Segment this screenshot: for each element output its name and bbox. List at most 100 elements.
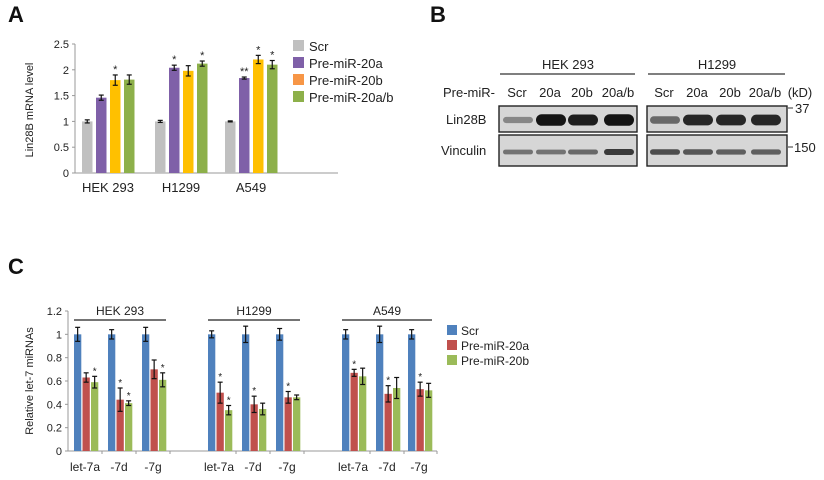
bar-scr <box>155 121 166 173</box>
bar-pre-mir-20b <box>91 382 99 451</box>
bar-pre-mir-20b <box>393 388 401 451</box>
legend-swatch <box>293 91 304 102</box>
legend-label: Pre-miR-20a <box>461 339 529 353</box>
bar-pre-mir-20a <box>150 369 158 451</box>
bar-pre-mir-20b <box>183 70 194 173</box>
group-label: H1299 <box>236 304 272 318</box>
y-tick-label: 1.2 <box>47 306 62 318</box>
bar-pre-mir-20a <box>116 399 124 451</box>
bar-pre-mir-20a <box>416 389 424 451</box>
x-tick-label: -7g <box>410 460 427 474</box>
lane-label: 20a/b <box>602 85 635 100</box>
panel-label-b: B <box>430 2 446 27</box>
y-tick-label: 1 <box>56 329 62 341</box>
cell-line-label: H1299 <box>698 57 736 72</box>
protein-band-lin28b <box>568 114 598 126</box>
bar-pre-mir-20b <box>293 397 301 451</box>
bar-pre-mir-20a <box>250 404 258 451</box>
protein-band-vinculin <box>604 149 634 155</box>
panel-label-a: A <box>8 2 24 27</box>
x-tick-label: A549 <box>236 180 266 195</box>
protein-band-vinculin <box>716 149 746 155</box>
x-tick-label: HEK 293 <box>82 180 134 195</box>
legend-label: Pre-miR-20a <box>309 56 383 71</box>
protein-band-vinculin <box>751 149 781 155</box>
bar-scr <box>342 334 350 451</box>
significance-star: * <box>93 366 97 377</box>
x-tick-label: let-7a <box>70 460 100 474</box>
bar-pre-mir-20b <box>225 410 233 451</box>
bar-scr <box>276 334 284 451</box>
protein-band-vinculin <box>683 149 713 155</box>
lane-label: 20a <box>686 85 708 100</box>
significance-star: * <box>218 372 222 383</box>
bar-pre-mir-20a <box>169 67 180 173</box>
x-tick-label: -7g <box>278 460 295 474</box>
bar-pre-mir-20b <box>110 80 121 173</box>
bar-pre-mir-20a <box>82 377 90 451</box>
lane-label: Scr <box>507 85 527 100</box>
bar-pre-mir-20a <box>239 78 250 173</box>
legend-label: Pre-miR-20b <box>309 73 383 88</box>
western-blot-b: HEK 293 Scr 20a 20b 20a/b H1299 Scr 20a 20b 20a/b… <box>441 57 816 167</box>
bar-scr <box>142 334 150 451</box>
y-tick-label: 0 <box>63 168 69 180</box>
significance-star: * <box>161 363 165 374</box>
protein-band-lin28b <box>716 114 746 126</box>
lane-label: 20b <box>719 85 741 100</box>
protein-band-lin28b <box>503 116 533 124</box>
marker-label: 37 <box>795 101 809 116</box>
bar-scr <box>242 334 250 451</box>
bar-pre-mir-20a/b <box>197 63 208 173</box>
significance-star: * <box>270 50 275 62</box>
significance-star: * <box>286 382 290 393</box>
y-tick-label: 1.5 <box>54 91 69 103</box>
y-tick-label: 2.5 <box>54 39 69 51</box>
protein-band-lin28b <box>604 114 634 126</box>
bar-pre-mir-20a <box>96 97 107 173</box>
y-tick-label: 2 <box>63 65 69 77</box>
unit-label: (kD) <box>788 85 813 100</box>
cell-line-label: HEK 293 <box>542 57 594 72</box>
bar-pre-mir-20a <box>384 393 392 451</box>
legend-swatch <box>447 325 457 335</box>
bar-pre-mir-20b <box>359 376 367 451</box>
y-tick-label: 0 <box>56 446 62 458</box>
protein-band-lin28b <box>650 116 680 124</box>
chart-c: 0 0.2 0.4 0.6 0.8 1 1.2 Relative let-7 miRNAs HE… <box>24 304 529 474</box>
lane-label: 20a <box>539 85 561 100</box>
legend-swatch <box>293 74 304 85</box>
y-tick-label: 0.5 <box>54 142 69 154</box>
legend-label: Pre-miR-20a/b <box>309 90 394 105</box>
bar-pre-mir-20a <box>350 372 358 451</box>
legend-label: Scr <box>309 39 329 54</box>
legend-swatch <box>447 340 457 350</box>
protein-band-vinculin <box>503 149 533 155</box>
bar-pre-mir-20b <box>259 409 267 451</box>
lane-label: Scr <box>654 85 674 100</box>
protein-label-lin28b: Lin28B <box>446 112 486 127</box>
significance-star: * <box>127 391 131 402</box>
y-tick-label: 0.4 <box>47 399 62 411</box>
marker-label: 150 <box>794 140 816 155</box>
legend-label: Pre-miR-20b <box>461 354 529 368</box>
significance-star: * <box>252 386 256 397</box>
protein-label-vinculin: Vinculin <box>441 143 486 158</box>
bar-pre-mir-20a <box>284 397 292 451</box>
group-label: HEK 293 <box>96 304 144 318</box>
protein-band-vinculin <box>568 149 598 155</box>
significance-star: * <box>172 54 177 66</box>
significance-star: * <box>256 44 261 56</box>
x-tick-label: H1299 <box>162 180 200 195</box>
chart-a: 0 0.5 1 1.5 2 2.5 Lin28B mRNA level HEK 293 * H12… <box>24 39 394 195</box>
bar-scr <box>408 334 416 451</box>
significance-star: * <box>227 396 231 407</box>
bar-pre-mir-20b <box>425 390 433 451</box>
significance-star: * <box>118 378 122 389</box>
significance-star: * <box>352 359 356 370</box>
bar-pre-mir-20b <box>159 379 167 451</box>
bar-pre-mir-20a/b <box>267 64 278 173</box>
x-tick-label: let-7a <box>204 460 234 474</box>
legend-label: Scr <box>461 324 479 338</box>
